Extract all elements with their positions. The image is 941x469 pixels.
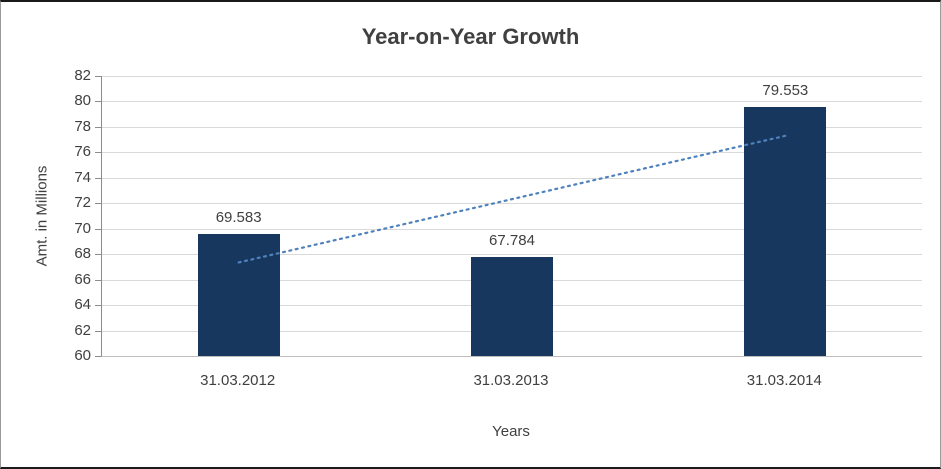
- y-tick-mark: [95, 356, 101, 357]
- y-tick-label: 80: [74, 92, 91, 110]
- y-tick-mark: [95, 126, 101, 128]
- y-tick-label: 70: [74, 219, 91, 237]
- y-tick-mark: [95, 101, 101, 103]
- bar-31.03.2012: [197, 234, 280, 356]
- gridline: [102, 76, 922, 77]
- y-tick-mark: [95, 305, 101, 307]
- y-tick-mark: [95, 152, 101, 154]
- bar-31.03.2013: [471, 256, 553, 356]
- y-tick-label: 78: [74, 117, 91, 135]
- bar-value-label: 69.583: [215, 209, 262, 227]
- chart-title: Year-on-Year Growth: [361, 24, 580, 49]
- x-axis-title: Years: [492, 423, 530, 440]
- y-tick-label: 76: [74, 143, 91, 161]
- y-tick-mark: [95, 279, 101, 281]
- y-tick-mark: [95, 177, 101, 179]
- y-tick-mark: [95, 330, 101, 332]
- y-axis-title: Amt. in Millions: [33, 165, 51, 267]
- gridline: [102, 126, 922, 128]
- x-tick-label: 31.03.2013: [473, 372, 549, 389]
- y-tick-mark: [95, 76, 101, 77]
- y-tick-label: 60: [74, 347, 91, 364]
- y-tick-mark: [95, 203, 101, 205]
- y-tick-label: 74: [74, 168, 91, 186]
- gridline: [102, 101, 922, 103]
- y-tick-mark: [95, 228, 101, 230]
- x-tick-label: 31.03.2012: [200, 372, 276, 389]
- bar-value-label: 67.784: [489, 231, 535, 249]
- y-tick-label: 62: [74, 321, 91, 339]
- plot-area: 69.583 67.784 79.553: [101, 76, 922, 357]
- x-tick-label: 31.03.2014: [746, 372, 822, 389]
- bar-value-label: 79.553: [762, 82, 809, 100]
- y-tick-label: 64: [74, 296, 91, 314]
- y-tick-mark: [95, 254, 101, 256]
- y-tick-label: 82: [74, 67, 91, 84]
- y-tick-label: 66: [74, 270, 91, 288]
- bar-31.03.2014: [744, 107, 827, 356]
- y-tick-label: 72: [74, 194, 91, 212]
- y-tick-label: 68: [74, 245, 91, 263]
